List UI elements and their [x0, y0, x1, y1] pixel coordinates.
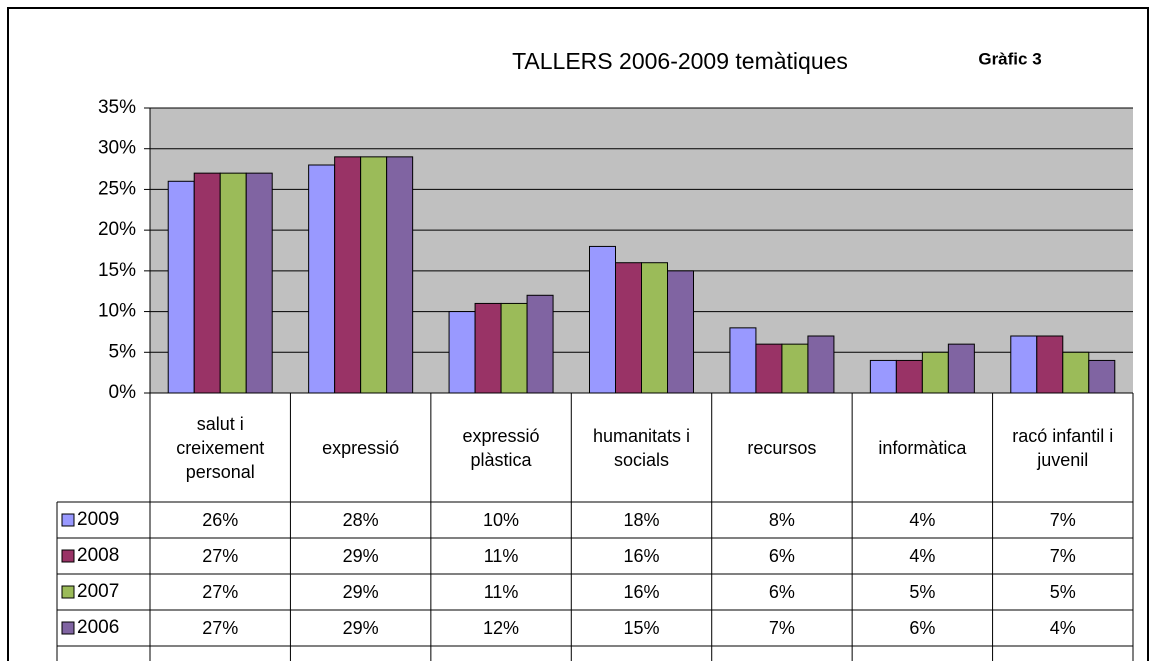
- y-tick-label: 30%: [98, 138, 136, 159]
- bar: [474, 302, 502, 394]
- bar: [245, 172, 273, 394]
- bar: [526, 294, 554, 394]
- table-value: 27%: [202, 546, 239, 566]
- table-value: 7%: [1049, 510, 1076, 530]
- legend-label: 2009: [77, 509, 119, 530]
- table-value: 29%: [342, 546, 379, 566]
- table-value: 8%: [768, 510, 795, 530]
- bar: [667, 270, 694, 394]
- table-value: 28%: [342, 510, 379, 530]
- table-value: 27%: [202, 618, 239, 638]
- table-value: 16%: [623, 582, 660, 602]
- table-value: 15%: [623, 618, 660, 638]
- table-value: 12%: [483, 618, 520, 638]
- legend-key: [61, 585, 75, 599]
- bar: [755, 343, 783, 394]
- table-value: 26%: [202, 510, 239, 530]
- bar: [641, 262, 668, 394]
- bar: [308, 164, 336, 394]
- chart-subtitle: Gràfic 3: [978, 49, 1041, 68]
- category-label: expressió: [322, 437, 400, 458]
- table-value: 7%: [768, 618, 795, 638]
- table-value: 29%: [342, 582, 379, 602]
- bar: [219, 172, 247, 394]
- table-value: 6%: [768, 582, 795, 602]
- bar: [869, 359, 897, 394]
- table-value: 11%: [483, 546, 519, 566]
- table-value: 5%: [1049, 582, 1076, 602]
- table-value: 6%: [768, 546, 795, 566]
- y-tick-label: 10%: [98, 301, 136, 322]
- bar: [1010, 335, 1038, 394]
- table-value: 4%: [909, 510, 936, 530]
- bar: [947, 343, 975, 394]
- category-label: racó infantil i juvenil: [1012, 425, 1114, 470]
- table-value: 29%: [342, 618, 379, 638]
- category-label: salut i creixement personal: [176, 413, 265, 482]
- category-label: recursos: [747, 437, 817, 458]
- bar: [1062, 351, 1090, 394]
- y-tick-label: 5%: [109, 341, 137, 362]
- table-value: 4%: [909, 546, 936, 566]
- y-tick-label: 25%: [98, 178, 136, 199]
- bar: [807, 335, 835, 394]
- y-tick-label: 35%: [98, 97, 136, 118]
- legend-label: 2008: [77, 545, 119, 566]
- y-tick-label: 0%: [109, 382, 137, 403]
- y-tick-label: 15%: [98, 260, 136, 281]
- category-label: humanitats i socials: [592, 425, 691, 470]
- legend-key: [61, 513, 75, 527]
- bar: [615, 262, 642, 394]
- bar: [729, 327, 757, 394]
- legend-label: 2007: [77, 581, 119, 602]
- legend-label: 2006: [77, 617, 119, 638]
- table-value: 7%: [1049, 546, 1076, 566]
- legend-key: [61, 621, 75, 635]
- bar: [1036, 335, 1064, 394]
- table-value: 4%: [1049, 618, 1076, 638]
- category-label: informàtica: [878, 437, 967, 458]
- category-label: expressió plàstica: [462, 425, 540, 470]
- bar: [921, 351, 949, 394]
- bar: [1088, 359, 1116, 394]
- table-value: 11%: [483, 582, 519, 602]
- bar: [193, 172, 221, 394]
- legend-key: [61, 549, 75, 563]
- bar: [167, 180, 195, 394]
- y-tick-label: 20%: [98, 219, 136, 240]
- table-value: 18%: [623, 510, 660, 530]
- table-value: 16%: [623, 546, 660, 566]
- bar: [386, 156, 414, 394]
- bar: [448, 311, 476, 394]
- bar: [334, 156, 362, 394]
- bar: [360, 156, 388, 394]
- table-value: 6%: [909, 618, 936, 638]
- bar: [500, 302, 528, 394]
- bar: [781, 343, 809, 394]
- chart-title: TALLERS 2006-2009 temàtiques: [512, 48, 848, 74]
- bar: [589, 245, 616, 394]
- bar: [895, 359, 923, 394]
- table-value: 5%: [909, 582, 936, 602]
- table-value: 10%: [483, 510, 520, 530]
- table-value: 27%: [202, 582, 239, 602]
